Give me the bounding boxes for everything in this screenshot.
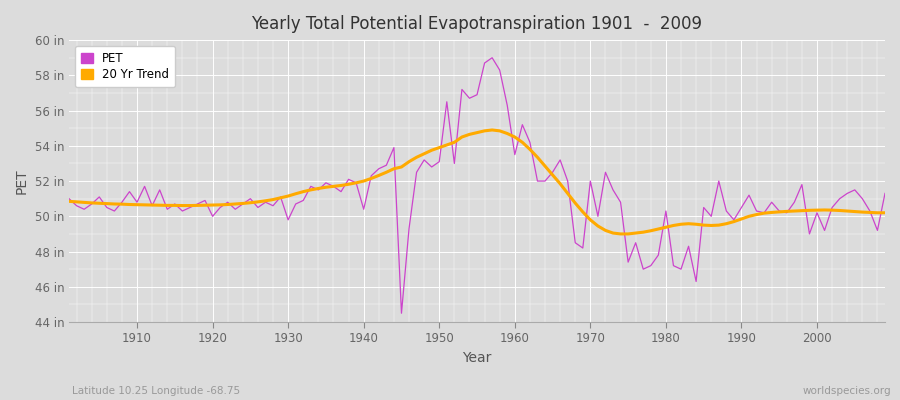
X-axis label: Year: Year <box>463 351 491 365</box>
Y-axis label: PET: PET <box>15 168 29 194</box>
Title: Yearly Total Potential Evapotranspiration 1901  -  2009: Yearly Total Potential Evapotranspiratio… <box>251 15 703 33</box>
Legend: PET, 20 Yr Trend: PET, 20 Yr Trend <box>75 46 175 87</box>
Text: Latitude 10.25 Longitude -68.75: Latitude 10.25 Longitude -68.75 <box>72 386 240 396</box>
Text: worldspecies.org: worldspecies.org <box>803 386 891 396</box>
